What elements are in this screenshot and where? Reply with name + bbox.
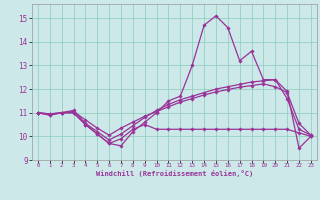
X-axis label: Windchill (Refroidissement éolien,°C): Windchill (Refroidissement éolien,°C) <box>96 170 253 177</box>
